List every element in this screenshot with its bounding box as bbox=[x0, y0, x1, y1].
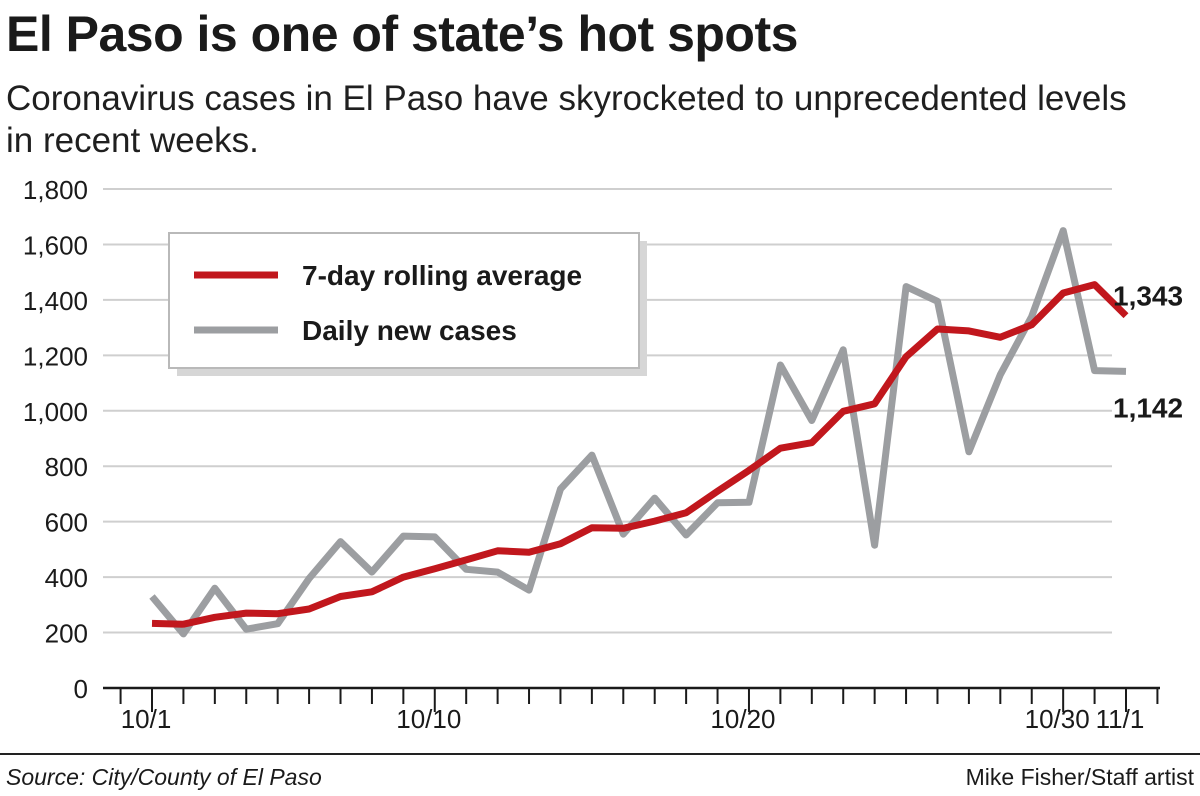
y-tick-label: 1,600 bbox=[23, 230, 88, 260]
x-tick-label: 10/10 bbox=[396, 704, 461, 734]
y-tick-label: 1,800 bbox=[23, 175, 88, 205]
source-note: Source: City/County of El Paso bbox=[6, 764, 322, 790]
x-tick-label: 11/1 bbox=[1096, 704, 1145, 734]
footer-divider bbox=[0, 753, 1200, 755]
y-tick-label: 1,200 bbox=[23, 341, 88, 371]
chart-title: El Paso is one of state’s hot spots bbox=[6, 6, 798, 62]
chart-subtitle: Coronavirus cases in El Paso have skyroc… bbox=[6, 79, 1127, 160]
series-line-rolling-average bbox=[151, 281, 1129, 628]
y-axis-tick-labels: 0 200 400 600 800 1,000 1,200 1,400 1,600 1,800 bbox=[23, 175, 88, 704]
y-tick-label: 600 bbox=[45, 508, 88, 538]
legend-box bbox=[168, 232, 640, 369]
y-tick-label: 200 bbox=[45, 619, 88, 649]
series-lines bbox=[149, 227, 1129, 638]
y-tick-label: 1,400 bbox=[23, 286, 88, 316]
legend-label: 7-day rolling average bbox=[302, 260, 582, 291]
y-tick-label: 400 bbox=[45, 563, 88, 593]
legend-label: Daily new cases bbox=[302, 315, 517, 346]
x-tick-label: 10/1 bbox=[121, 704, 172, 734]
artist-credit: Mike Fisher/Staff artist bbox=[965, 764, 1194, 790]
series-line-daily-cases bbox=[149, 227, 1127, 638]
y-tick-label: 0 bbox=[74, 674, 88, 704]
end-value-label: 1,142 bbox=[1113, 392, 1183, 423]
legend: 7-day rolling average Daily new cases bbox=[168, 232, 647, 376]
x-axis: 10/1 10/10 10/20 10/30 11/1 bbox=[103, 686, 1160, 734]
end-value-labels: 1,343 1,142 bbox=[1113, 281, 1183, 424]
x-tick-label: 10/20 bbox=[710, 704, 775, 734]
y-tick-label: 1,000 bbox=[23, 397, 88, 427]
x-tick-label: 10/30 bbox=[1025, 704, 1090, 734]
y-tick-label: 800 bbox=[45, 452, 88, 482]
end-value-label: 1,343 bbox=[1113, 281, 1183, 312]
